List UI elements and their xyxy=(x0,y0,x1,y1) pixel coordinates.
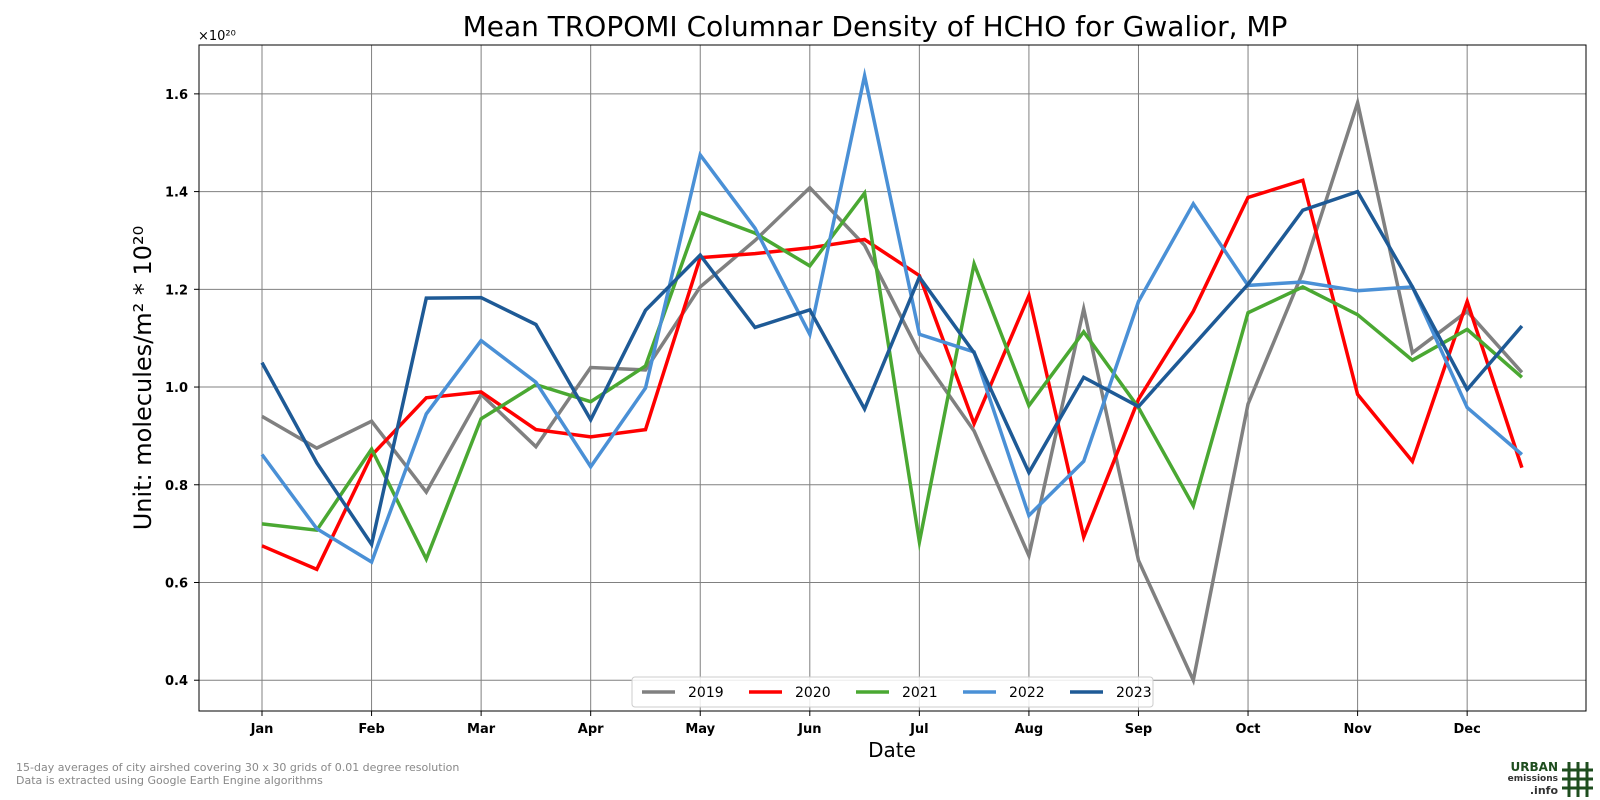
x-tick-label: Feb xyxy=(358,722,384,737)
y-tick-label: 1.0 xyxy=(165,381,188,396)
x-tick-label: Dec xyxy=(1453,722,1480,737)
x-tick-label: Sep xyxy=(1125,722,1153,737)
x-tick-label: Jan xyxy=(250,722,274,737)
legend-box xyxy=(631,676,1154,708)
urban-emissions-logo: URBAN emissions .info xyxy=(1490,760,1594,798)
series-line-2019 xyxy=(261,96,1524,686)
y-multiplier-label: ×10²⁰ xyxy=(198,29,236,44)
x-tick-label: May xyxy=(685,722,715,737)
x-axis-ticks: Jan Feb Mar Apr May Jun Jul Aug Sep Oct Nov Dec xyxy=(250,711,1481,737)
x-tick-label: Apr xyxy=(578,722,604,737)
chart-title: Mean TROPOMI Columnar Density of HCHO fo… xyxy=(463,10,1288,43)
logo-line-1: URBAN xyxy=(1510,760,1558,774)
y-tick-label: 0.4 xyxy=(165,674,188,689)
y-axis-ticks: 0.4 0.6 0.8 1.0 1.2 1.4 1.6 xyxy=(165,88,199,689)
y-tick-label: 0.8 xyxy=(165,479,188,494)
legend-label: 2021 xyxy=(902,685,938,701)
series-line-2022 xyxy=(260,67,1524,565)
legend-label: 2019 xyxy=(688,685,724,701)
y-tick-label: 1.2 xyxy=(165,283,188,298)
legend-label: 2020 xyxy=(795,685,831,701)
series-line-2020 xyxy=(261,178,1524,572)
x-axis-label: Date xyxy=(868,738,916,762)
y-tick-label: 1.4 xyxy=(165,186,188,201)
x-tick-label: Nov xyxy=(1343,722,1372,737)
series-lines xyxy=(260,67,1524,686)
grid-logo-icon xyxy=(1562,762,1593,797)
plot-area xyxy=(198,44,1587,712)
legend: 2019 2020 2021 2022 2023 xyxy=(631,676,1154,708)
x-tick-label: Jun xyxy=(797,722,821,737)
x-tick-label: Oct xyxy=(1236,722,1261,737)
logo-line-3: .info xyxy=(1529,784,1558,797)
footnote-line-1: 15-day averages of city airshed covering… xyxy=(16,761,460,774)
legend-label: 2023 xyxy=(1116,685,1152,701)
x-tick-label: Jul xyxy=(909,722,929,737)
x-tick-label: Aug xyxy=(1015,722,1044,737)
y-tick-label: 0.6 xyxy=(165,576,188,591)
logo-line-2: emissions xyxy=(1507,774,1558,784)
x-tick-label: Mar xyxy=(467,722,496,737)
series-line-2021 xyxy=(261,188,1524,564)
y-axis-label: Unit: molecules/m² * 10²⁰ xyxy=(129,226,157,531)
footnote-line-2: Data is extracted using Google Earth Eng… xyxy=(16,774,323,787)
series-line-2023 xyxy=(260,189,1524,549)
y-tick-label: 1.6 xyxy=(165,88,188,103)
legend-label: 2022 xyxy=(1009,685,1045,701)
